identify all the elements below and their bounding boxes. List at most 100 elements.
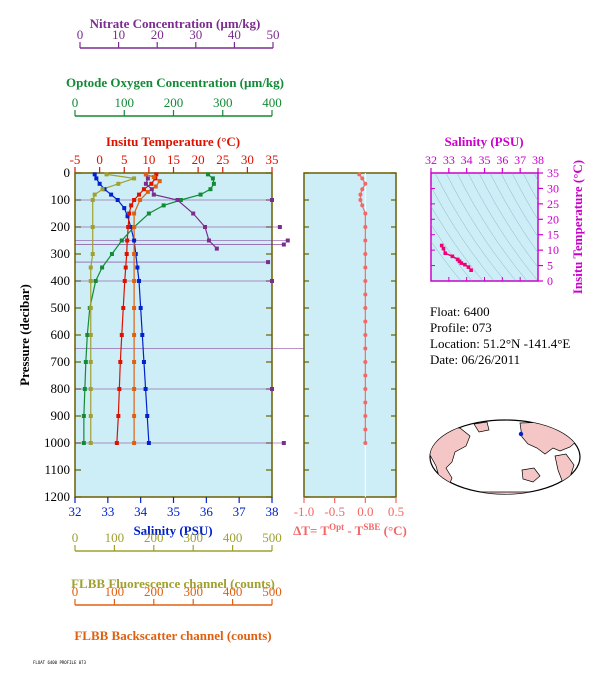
temperature-axis-label: Insitu Temperature (°C)	[106, 134, 240, 149]
temperature-tick-label: 5	[121, 152, 128, 167]
ts-salinity-axis-label: Salinity (PSU)	[444, 134, 523, 149]
ts-point	[455, 257, 460, 262]
fluorescence-tick-label: 400	[223, 530, 243, 545]
flbb-backscatter-channel-counts-point	[132, 333, 137, 337]
backscatter-tick-label: 100	[105, 584, 125, 599]
salinity-psu-point	[94, 176, 99, 181]
delta-t-tick-label: -0.5	[324, 504, 345, 519]
delta-t-point	[358, 198, 363, 202]
flbb-fluorescence-channel-counts-point	[90, 252, 95, 256]
flbb-fluorescence-channel-counts-point	[88, 441, 93, 445]
salinity-psu-point	[125, 214, 130, 219]
flbb-fluorescence-channel-counts-point	[88, 333, 93, 337]
temperature-axis: -5 0 5 10 15 20 25 30 35	[70, 152, 279, 173]
optode-oxygen-concentration-m-kg-point	[100, 265, 105, 270]
land-greenland	[473, 421, 490, 433]
delta-t-point	[363, 400, 368, 405]
nitrate-concentration-m-kg-point	[203, 225, 208, 229]
flbb-backscatter-channel-counts-point	[153, 184, 158, 189]
nitrate-concentration-m-kg-point	[206, 238, 211, 243]
flbb-fluorescence-channel-counts-point	[88, 265, 93, 270]
pressure-tick-label: 1200	[44, 489, 70, 504]
backscatter-tick-label: 0	[72, 584, 79, 599]
delta-t-point	[360, 176, 365, 181]
flbb-backscatter-channel-counts-point	[143, 172, 148, 177]
fluorescence-tick-label: 300	[183, 530, 203, 545]
pressure-tick-label: 100	[51, 192, 71, 207]
delta-t-point	[363, 211, 368, 216]
ts-temperature-tick-label: 10	[547, 243, 559, 257]
optode-oxygen-concentration-m-kg-point	[93, 279, 98, 283]
ts-salinity-tick-label: 32	[425, 153, 437, 167]
flbb-backscatter-channel-counts-point	[132, 360, 137, 364]
salinity-psu-point	[135, 265, 140, 270]
ts-temperature-axis-label: Insitu Temperature (°C)	[570, 160, 585, 294]
delta-t-point	[363, 238, 368, 243]
pressure-tick-label: 900	[51, 408, 71, 423]
fluorescence-tick-label: 500	[262, 530, 282, 545]
pressure-axis-label: Pressure (decibar)	[17, 284, 32, 386]
delta-t-point	[363, 346, 368, 351]
salinity-psu-point	[137, 279, 142, 283]
salinity-tick-label: 33	[101, 504, 114, 519]
delta-t-point	[358, 192, 363, 197]
flbb-fluorescence-channel-counts-point	[88, 387, 93, 391]
optode-oxygen-concentration-m-kg-point	[208, 187, 213, 192]
nitrate-spike-point	[270, 387, 274, 391]
insitu-temperature-c-point	[118, 360, 123, 364]
delta-t-panel: -1.0 -0.5 0.0 0.5 ΔT= TOpt - TSBE (°C)	[293, 172, 407, 538]
salinity-psu-point	[115, 198, 120, 202]
salinity-psu-point	[132, 238, 137, 243]
ts-point	[457, 259, 462, 264]
ts-point	[450, 254, 455, 259]
insitu-temperature-c-point	[149, 181, 154, 186]
fluorescence-axis-label: FLBB Fluorescence channel (counts)	[71, 576, 275, 591]
delta-t-point	[363, 373, 368, 378]
pressure-tick-label: 700	[51, 354, 71, 369]
flbb-backscatter-channel-counts-point	[132, 306, 137, 310]
ts-temperature-tick-label: 35	[547, 166, 559, 180]
backscatter-tick-label: 500	[262, 584, 282, 599]
temperature-tick-label: 35	[266, 152, 279, 167]
nitrate-concentration-m-kg-line	[145, 174, 218, 250]
ts-point	[459, 261, 464, 265]
nitrate-spike-point	[266, 260, 271, 265]
optode-oxygen-concentration-m-kg-point	[161, 203, 166, 208]
salinity-psu-point	[145, 414, 150, 418]
ts-point	[469, 268, 473, 272]
temperature-tick-label: 15	[167, 152, 180, 167]
flbb-fluorescence-channel-counts-point	[92, 192, 97, 197]
nitrate-concentration-m-kg-point	[214, 246, 219, 251]
delta-t-point	[363, 252, 368, 256]
oxygen-tick-label: 100	[115, 95, 135, 110]
pressure-tick-label: 800	[51, 381, 71, 396]
insitu-temperature-c-point	[122, 279, 127, 283]
nitrate-tick-label: 0	[77, 27, 84, 42]
salinity-psu-point	[128, 225, 133, 229]
nitrate-tick-label: 10	[112, 27, 125, 42]
temperature-tick-label: 0	[96, 152, 103, 167]
insitu-temperature-c-point	[114, 441, 119, 445]
land-americas	[430, 427, 471, 489]
pressure-tick-label: 300	[51, 246, 71, 261]
optode-oxygen-concentration-m-kg-point	[146, 211, 151, 216]
delta-t-point	[363, 306, 368, 310]
flbb-fluorescence-channel-counts-point	[132, 176, 137, 181]
salinity-psu-point	[146, 441, 151, 445]
salinity-tick-label: 32	[69, 504, 82, 519]
optode-oxygen-concentration-m-kg-point	[81, 414, 86, 418]
flbb-backscatter-channel-counts-point	[151, 175, 156, 180]
nitrate-tick-label: 50	[267, 27, 280, 42]
nitrate-tick-label: 40	[228, 27, 241, 42]
salinity-psu-point	[97, 181, 102, 186]
optode-oxygen-concentration-m-kg-point	[210, 176, 215, 181]
optode-oxygen-concentration-m-kg-point	[205, 172, 210, 177]
flbb-backscatter-channel-counts-point	[157, 179, 162, 184]
location: Location: 51.2°N -141.4°E	[430, 336, 571, 351]
temperature-tick-label: 30	[241, 152, 254, 167]
ts-salinity-tick-label: 33	[443, 153, 455, 167]
ts-point	[439, 243, 444, 248]
salinity-psu-point	[143, 387, 148, 391]
pressure-tick-label: 600	[51, 327, 71, 342]
